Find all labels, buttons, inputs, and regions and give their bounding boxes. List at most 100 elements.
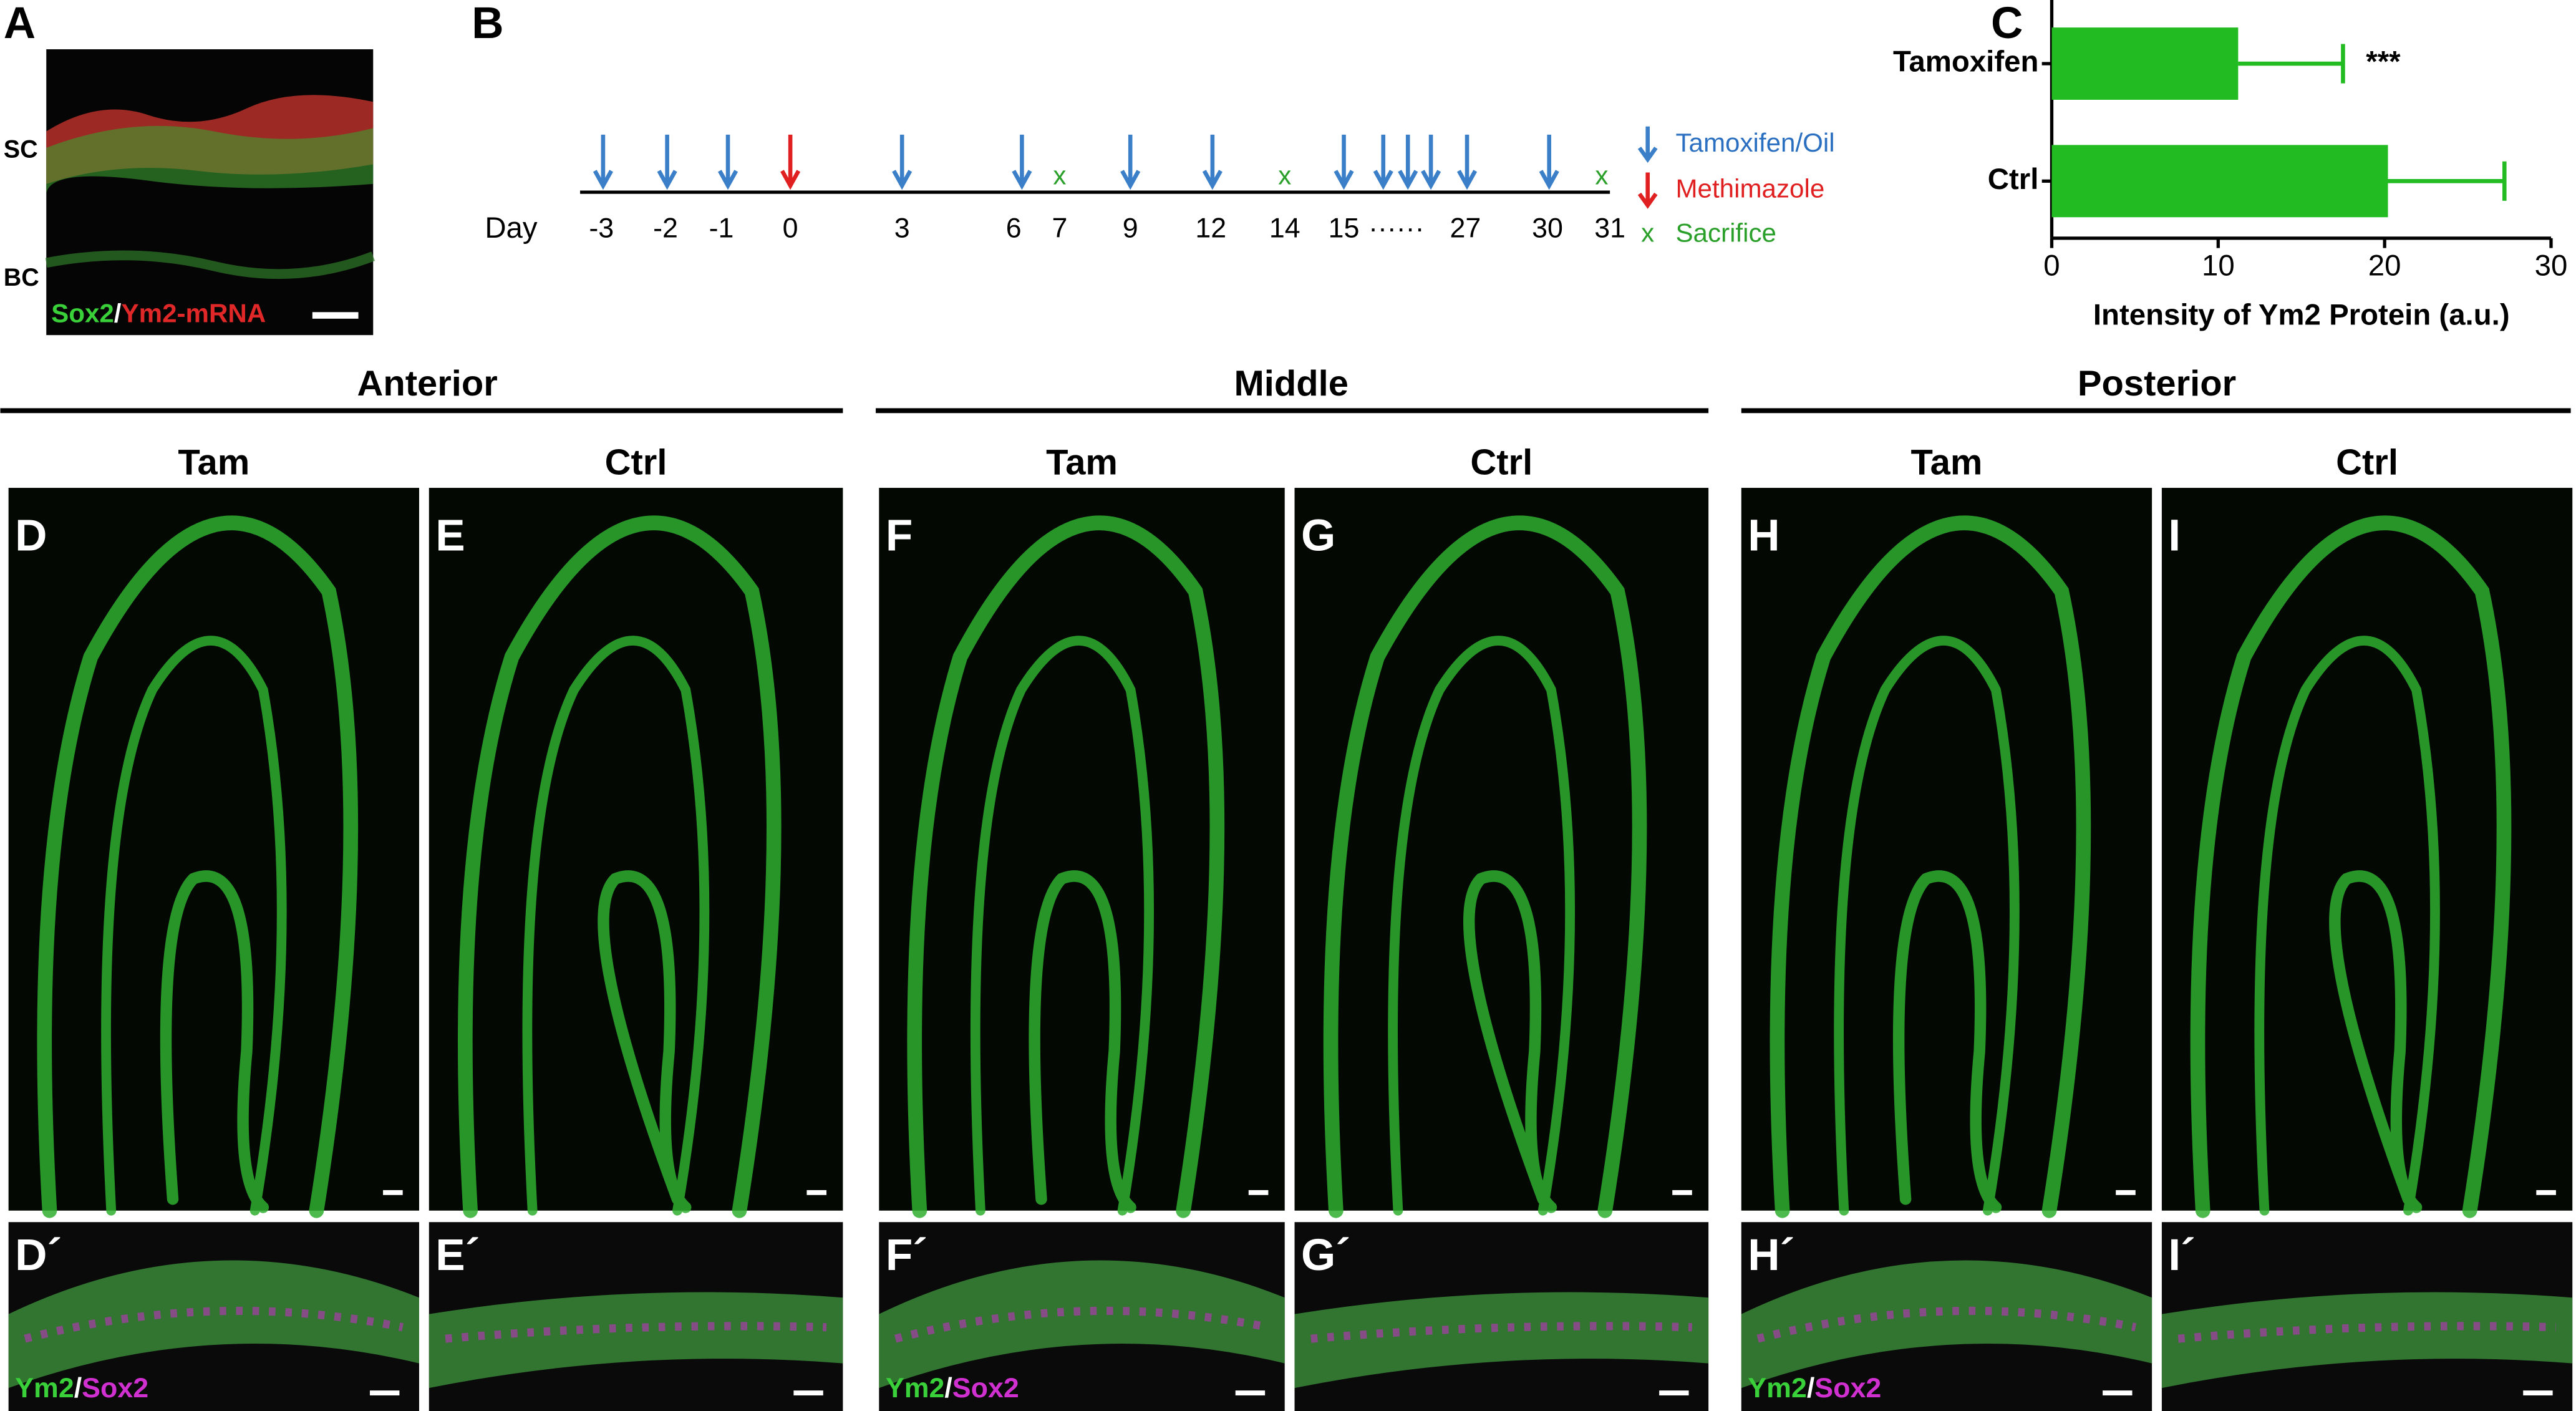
arrow-head xyxy=(1120,170,1141,190)
arrow-head xyxy=(1456,170,1478,190)
panel-label: E´ xyxy=(435,1231,480,1280)
condition-label: Ctrl xyxy=(605,443,667,483)
panel-label: A xyxy=(4,0,36,48)
day-tick-label: 9 xyxy=(1123,212,1138,243)
legend-blue-arrow xyxy=(1637,126,1658,163)
bar xyxy=(2051,27,2239,100)
day-tick-label: 0 xyxy=(783,212,798,243)
stain-1: Ym2 xyxy=(886,1372,945,1404)
panel-label: H xyxy=(1748,512,1779,561)
tissue-outline xyxy=(907,515,1225,1218)
arrow-head xyxy=(1398,170,1418,190)
arrow-head xyxy=(780,170,801,190)
dose-arrow xyxy=(593,134,613,190)
legend-label: Methimazole xyxy=(1675,174,1824,203)
legend-cross: x xyxy=(1641,218,1654,248)
x-tick-label: 30 xyxy=(2535,250,2568,283)
arrow-head xyxy=(1539,170,1559,190)
dose-arrow xyxy=(1456,134,1478,190)
panel-label: G xyxy=(1301,512,1335,561)
inset-epithelium xyxy=(1294,1292,1709,1389)
turbinate xyxy=(1892,870,2002,1213)
stain-label: Ym2/Sox2 xyxy=(886,1372,1019,1404)
tissue-inner xyxy=(2254,636,2440,1216)
arrow-head xyxy=(1373,170,1393,190)
x-tick-label: 0 xyxy=(2043,250,2060,283)
condition-label: Tam xyxy=(1911,443,1983,483)
stain-1: Ym2 xyxy=(15,1372,74,1404)
tissue xyxy=(2190,515,2512,1218)
y-tick-label: Tamoxifen xyxy=(1893,46,2038,79)
stain-2: Sox2 xyxy=(952,1372,1019,1404)
region-header: Posterior xyxy=(2078,364,2236,404)
arrow-head xyxy=(593,170,613,190)
day-tick-label: 15 xyxy=(1329,212,1360,243)
tissue xyxy=(37,515,359,1218)
dose-arrow xyxy=(1334,134,1354,190)
inset-nuclei xyxy=(1310,1322,1692,1343)
stain-label: Ym2/Sox2 xyxy=(1748,1372,1881,1404)
legend-label: Tamoxifen/Oil xyxy=(1675,128,1834,157)
arrow-head xyxy=(657,170,677,190)
bar xyxy=(2051,145,2388,218)
tissue-inner xyxy=(1388,636,1576,1216)
tissue xyxy=(907,515,1225,1218)
stain-label: Ym2/Sox2 xyxy=(15,1372,148,1404)
turbinate xyxy=(1463,870,1557,1213)
dose-arrow xyxy=(1398,134,1418,190)
inset-epithelium xyxy=(1741,1260,2152,1389)
dose-arrow xyxy=(1539,134,1559,190)
turbinate xyxy=(598,870,692,1213)
tissue-outline xyxy=(1323,515,1647,1218)
dose-arrow xyxy=(1373,134,1393,190)
panel-label: H´ xyxy=(1748,1231,1794,1280)
inset-nuclei xyxy=(2177,1322,2557,1343)
inset-epithelium xyxy=(429,1292,843,1389)
day-tick-label: 7 xyxy=(1052,212,1068,243)
legend-red-arrow xyxy=(1637,172,1658,209)
arrow-head xyxy=(1202,170,1223,190)
inset-epithelium xyxy=(2161,1292,2573,1389)
day-tick-label: -1 xyxy=(709,212,734,243)
dose-arrow xyxy=(1120,134,1141,190)
stain-2: Sox2 xyxy=(82,1372,148,1404)
error-bar xyxy=(2388,161,2507,201)
day-tick-label: 31 xyxy=(1594,212,1625,243)
legend-label: Sacrifice xyxy=(1675,218,1776,248)
day-tick-label: 30 xyxy=(1532,212,1563,243)
green-signal xyxy=(46,125,374,194)
stain-2: Ym2-mRNA xyxy=(122,299,266,328)
separator: / xyxy=(114,299,122,328)
condition-label: Tam xyxy=(178,443,249,483)
stain-label: Sox2/Ym2-mRNA xyxy=(51,299,266,328)
separator: / xyxy=(1807,1372,1814,1404)
inset-nuclei xyxy=(894,1306,1269,1343)
significance: *** xyxy=(2366,46,2401,79)
sacrifice-mark: x xyxy=(1595,161,1608,190)
day-label: Day xyxy=(485,211,538,245)
tissue-inner xyxy=(522,636,710,1216)
tissue-inner xyxy=(101,636,287,1216)
tissue xyxy=(1770,515,2091,1218)
tissue-inner xyxy=(1834,636,2020,1216)
tissue-outline xyxy=(458,515,782,1218)
inset-nuclei xyxy=(24,1306,404,1343)
panel-label: E xyxy=(435,512,465,561)
sc-label: SC xyxy=(4,136,38,163)
day-tick-label: 12 xyxy=(1195,212,1226,243)
panel-label: D´ xyxy=(15,1231,62,1280)
x-tick-label: 20 xyxy=(2368,250,2401,283)
condition-label: Ctrl xyxy=(2336,443,2398,483)
panel-label: F´ xyxy=(886,1231,927,1280)
dose-arrow xyxy=(1421,134,1441,190)
turbinate xyxy=(160,870,269,1213)
stain-1: Ym2 xyxy=(1748,1372,1807,1404)
x-tick-label: 10 xyxy=(2202,250,2235,283)
dose-arrow xyxy=(657,134,677,190)
tissue xyxy=(458,515,782,1218)
tissue-outline xyxy=(37,515,359,1218)
arrow-head xyxy=(1012,170,1032,190)
dose-arrow xyxy=(1012,134,1032,190)
error-bar xyxy=(2238,44,2345,84)
arrow-head xyxy=(718,170,738,190)
